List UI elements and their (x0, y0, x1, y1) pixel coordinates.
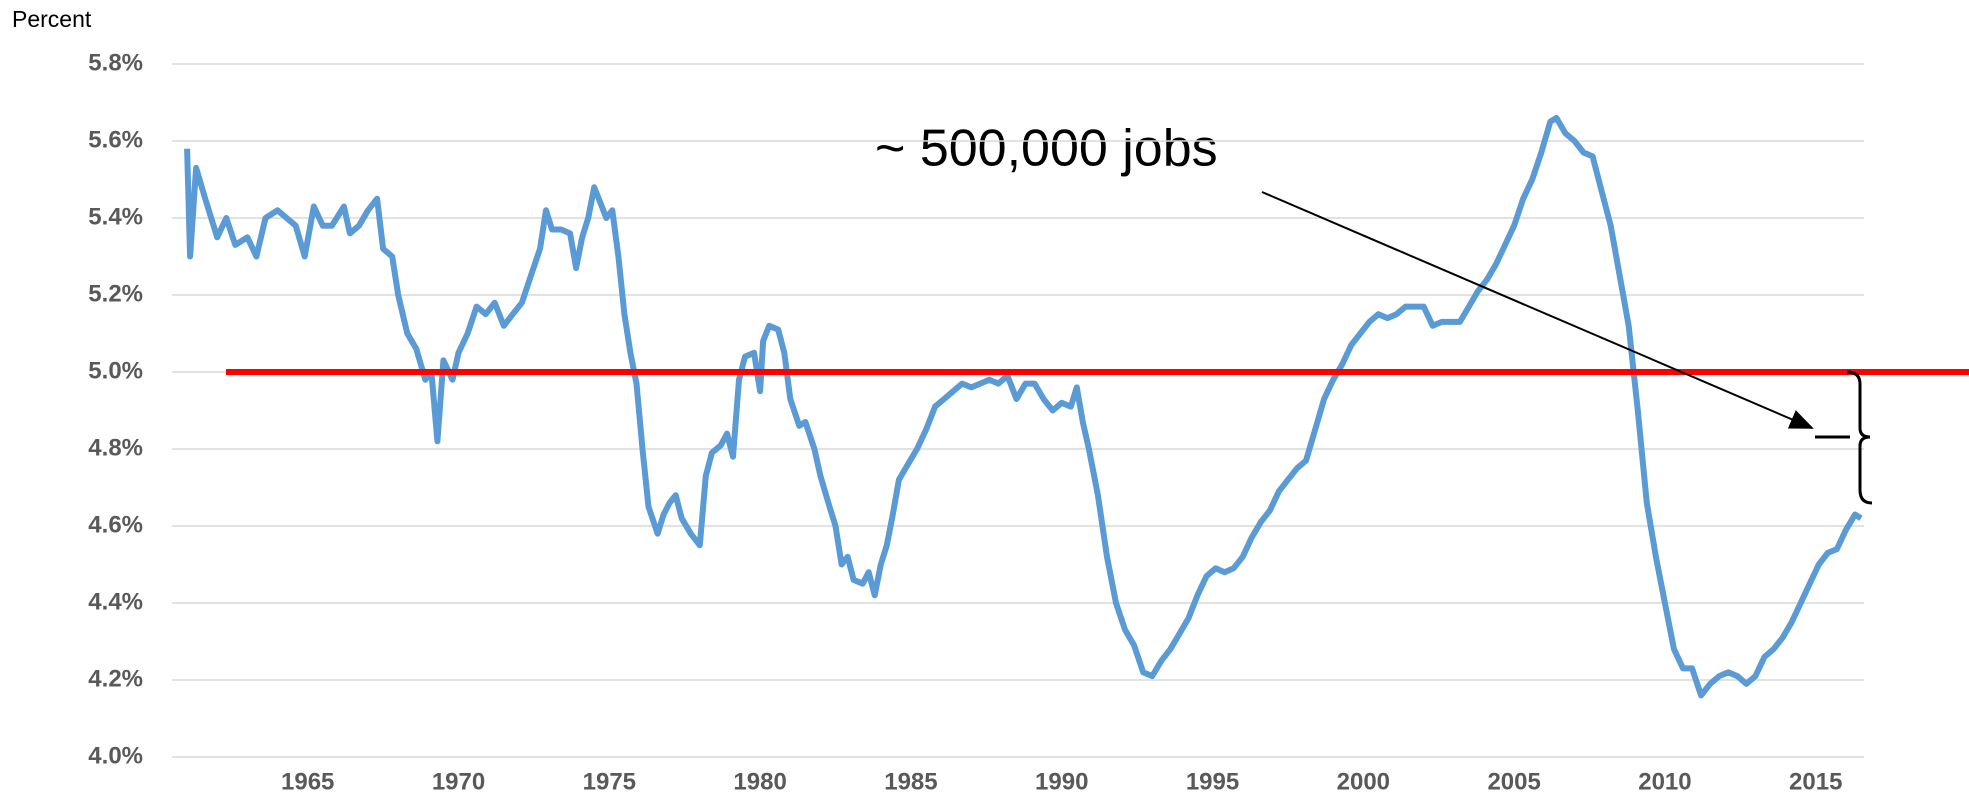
y-tick-label: 4.4% (88, 588, 143, 615)
data-line (184, 114, 1863, 699)
x-tick-label: 2015 (1789, 768, 1842, 795)
x-tick-label: 2005 (1487, 768, 1540, 795)
x-tick-label: 1995 (1186, 768, 1239, 795)
x-tick-label: 2000 (1337, 768, 1390, 795)
y-tick-label: 4.6% (88, 511, 143, 538)
x-tick-label: 1990 (1035, 768, 1088, 795)
bracket (1846, 370, 1873, 505)
x-tick-label: 2010 (1638, 768, 1691, 795)
y-tick-label: 5.0% (88, 357, 143, 384)
x-tick-label: 1965 (281, 768, 334, 795)
y-tick-label: 4.2% (88, 665, 143, 692)
y-tick-label: 5.2% (88, 280, 143, 307)
y-tick-label: 4.0% (88, 742, 143, 769)
y-tick-label: 5.4% (88, 203, 143, 230)
y-axis-label: Percent (12, 6, 92, 32)
plot-area: 4.0% 4.2% 4.4% 4.6% 4.8% 5.0% 5.2% 5.4% 5.6% 5.8%… (88, 49, 1969, 795)
x-tick-label: 1985 (884, 768, 937, 795)
y-tick-label: 5.6% (88, 126, 143, 153)
y-tick-label: 5.8% (88, 49, 143, 76)
annotation: ~ 500,000 jobs (875, 120, 1218, 178)
x-tick-label: 1970 (432, 768, 485, 795)
x-tick-label: 1975 (583, 768, 636, 795)
annotation-arrow (1261, 191, 1814, 429)
y-tick-label: 4.8% (88, 434, 143, 461)
x-tick-label: 1980 (733, 768, 786, 795)
